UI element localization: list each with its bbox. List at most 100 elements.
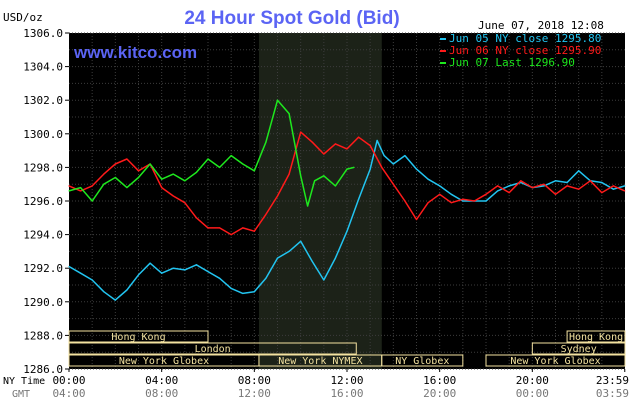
data-point [357, 136, 360, 138]
data-point [242, 163, 244, 165]
data-point [195, 217, 198, 219]
data-point [195, 171, 198, 174]
data-point [161, 272, 163, 274]
data-point [172, 195, 174, 197]
grid-lines [69, 32, 625, 370]
legend-item: Jun 05 NY close 1295.80 [449, 32, 601, 45]
data-point [300, 175, 302, 177]
data-point [103, 183, 105, 185]
data-point [137, 176, 140, 179]
data-point [357, 198, 360, 200]
data-point [218, 227, 221, 229]
data-point [415, 218, 418, 221]
x-axis: 00:00 04:00 08:00 12:00 16:00 20:00 23:5904:00… [52, 369, 629, 400]
data-point [612, 188, 615, 190]
data-point [311, 141, 313, 143]
data-point [230, 234, 232, 236]
x-tick-label-ny: 23:59 [596, 374, 629, 387]
x-tick-label-ny: 20:00 [516, 374, 549, 387]
data-point [68, 265, 70, 268]
session-label: Sydney [561, 344, 597, 355]
data-point [137, 170, 140, 172]
data-point [114, 176, 116, 179]
data-point [126, 158, 128, 160]
data-point [207, 270, 209, 273]
data-point [161, 178, 163, 180]
data-point [439, 193, 441, 195]
x-tick-label-gmt: 00:00 [516, 387, 549, 400]
data-point [242, 292, 244, 294]
data-point [353, 166, 355, 168]
x-tick-label-ny: 08:00 [238, 374, 271, 387]
chart-title: 24 Hour Spot Gold (Bid) [184, 8, 399, 29]
data-point [288, 173, 290, 175]
x-tick-label-gmt: 16:00 [330, 387, 363, 400]
session-label: London [195, 344, 231, 355]
x-tick-label-ny: 16:00 [423, 374, 456, 387]
data-point [300, 131, 302, 133]
session-bar [68, 330, 209, 343]
data-point [543, 185, 545, 187]
data-point [300, 240, 302, 242]
data-point [103, 291, 105, 293]
data-point [624, 185, 626, 187]
data-point [566, 185, 568, 187]
data-point [334, 185, 337, 187]
data-point [230, 287, 232, 289]
timestamp: June 07, 2018 12:08 [478, 19, 604, 32]
data-point [79, 272, 82, 274]
data-point [462, 198, 464, 200]
x-tick-label-ny: 12:00 [330, 374, 363, 387]
data-point [207, 227, 209, 229]
session-label: New York Globex [510, 356, 600, 367]
gmt-row-label: GMT [12, 389, 30, 400]
data-point [578, 188, 580, 190]
data-point [68, 190, 70, 192]
data-point [91, 279, 93, 281]
x-tick-label-gmt: 08:00 [145, 387, 178, 400]
data-point [79, 190, 82, 192]
data-point [624, 190, 626, 192]
data-point [508, 185, 510, 187]
session-label: NY Globex [395, 356, 449, 367]
data-point [253, 170, 255, 172]
legend-swatch [440, 38, 446, 40]
data-point [265, 277, 267, 279]
session-label: New York Globex [119, 356, 209, 367]
data-point [404, 200, 406, 202]
data-point [172, 267, 174, 269]
data-point [307, 205, 309, 207]
y-tick-label: 1300.0 [23, 128, 63, 141]
data-point [450, 202, 452, 204]
session-bar [566, 330, 626, 343]
data-point [323, 175, 325, 177]
y-tick-label: 1290.0 [23, 296, 63, 309]
y-tick-label: 1294.0 [23, 229, 63, 242]
data-point [68, 185, 70, 187]
y-tick-label: 1288.0 [23, 329, 63, 342]
data-point [346, 168, 348, 170]
data-point [346, 148, 348, 150]
data-point [265, 141, 267, 143]
data-point [276, 99, 279, 101]
data-point [334, 143, 337, 145]
x-tick-label-ny: 00:00 [52, 374, 85, 387]
data-point [566, 181, 568, 184]
data-point [427, 178, 429, 180]
data-point [415, 168, 418, 170]
y-tick-label: 1286.0 [23, 363, 63, 376]
data-point [265, 213, 267, 216]
data-point [288, 113, 290, 115]
data-point [218, 166, 221, 168]
data-point [114, 299, 116, 301]
data-point [496, 185, 499, 187]
x-tick-label-gmt: 12:00 [238, 387, 271, 400]
session-bar [531, 342, 626, 355]
data-point [589, 180, 591, 182]
data-point [276, 195, 279, 197]
data-point [242, 227, 244, 229]
data-point [427, 202, 429, 204]
